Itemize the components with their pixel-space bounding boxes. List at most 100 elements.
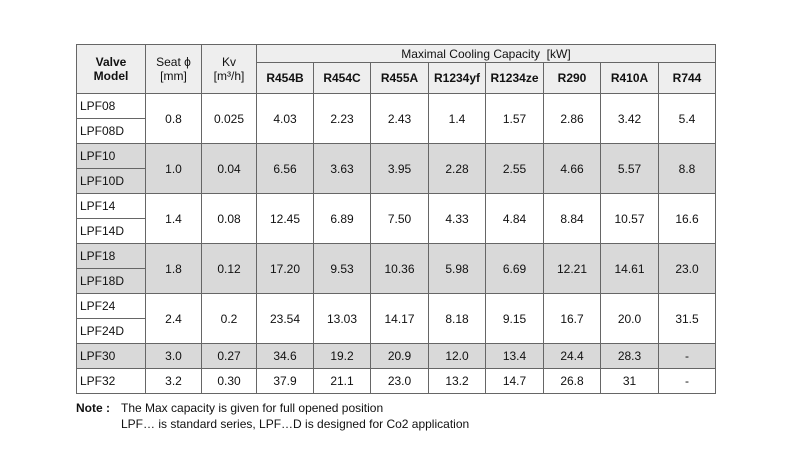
value-cell: 5.98 xyxy=(428,243,486,294)
table-row: LPF18 1.8 0.12 17.20 9.53 10.36 5.98 6.69 12.21 1… xyxy=(76,243,716,294)
value-cell: - xyxy=(658,368,716,394)
value-cell: 7.50 xyxy=(370,193,429,244)
value-cell: 0.08 xyxy=(201,193,257,244)
value-cell: 31.5 xyxy=(658,293,716,344)
model-cell: LPF10 xyxy=(76,143,146,169)
value-cell: 13.03 xyxy=(313,293,371,344)
model-cell: LPF24D xyxy=(76,318,146,344)
value-cell: 1.0 xyxy=(145,143,202,194)
header-row: Valve Model Seat ϕ [mm] Kv [m³/h] Maximal Cool… xyxy=(76,44,716,94)
table-row: LPF14 1.4 0.08 12.45 6.89 7.50 4.33 4.84 8.84 10.… xyxy=(76,193,716,244)
value-cell: 9.15 xyxy=(485,293,544,344)
value-cell: 17.20 xyxy=(256,243,314,294)
value-cell: 9.53 xyxy=(313,243,371,294)
value-cell: 24.4 xyxy=(543,343,601,369)
value-cell: 1.57 xyxy=(485,93,544,144)
model-cell: LPF24 xyxy=(76,293,146,319)
value-cell: 26.8 xyxy=(543,368,601,394)
value-cell: 0.8 xyxy=(145,93,202,144)
note-line: LPF… is standard series, LPF…D is design… xyxy=(121,417,470,431)
value-cell: 2.28 xyxy=(428,143,486,194)
value-cell: 20.9 xyxy=(370,343,429,369)
value-cell: 1.8 xyxy=(145,243,202,294)
value-cell: 19.2 xyxy=(313,343,371,369)
header-cell: R410A xyxy=(600,62,659,94)
value-cell: 3.63 xyxy=(313,143,371,194)
header-cell: R290 xyxy=(543,62,601,94)
table-row: LPF10D xyxy=(76,168,716,194)
table-row: LPF30 3.0 0.27 34.6 19.2 20.9 12.0 13.4 24.4 28.3… xyxy=(76,343,716,369)
value-cell: 2.55 xyxy=(485,143,544,194)
value-cell: 10.57 xyxy=(600,193,659,244)
value-cell: 4.84 xyxy=(485,193,544,244)
header-cell: R1234ze xyxy=(485,62,544,94)
value-cell: 3.42 xyxy=(600,93,659,144)
header-cell: R1234yf xyxy=(428,62,486,94)
header-cell: R744 xyxy=(658,62,716,94)
table-row: LPF10 1.0 0.04 6.56 3.63 3.95 2.28 2.55 4.66 5.57… xyxy=(76,143,716,194)
value-cell: 16.7 xyxy=(543,293,601,344)
model-cell: LPF14D xyxy=(76,218,146,244)
value-cell: 4.66 xyxy=(543,143,601,194)
value-cell: 21.1 xyxy=(313,368,371,394)
value-cell: 12.0 xyxy=(428,343,486,369)
value-cell: 4.33 xyxy=(428,193,486,244)
value-cell: 12.21 xyxy=(543,243,601,294)
model-cell: LPF18D xyxy=(76,268,146,294)
header-text: [mm] xyxy=(160,69,187,83)
value-cell: 0.12 xyxy=(201,243,257,294)
model-cell: LPF10D xyxy=(76,168,146,194)
header-cell: R454B xyxy=(256,62,314,94)
header-text: Seat ϕ xyxy=(156,55,191,69)
note-line: The Max capacity is given for full opene… xyxy=(121,401,384,415)
value-cell: 23.0 xyxy=(658,243,716,294)
note-label: Note : xyxy=(76,401,110,415)
value-cell: 0.04 xyxy=(201,143,257,194)
header-cell: R455A xyxy=(370,62,429,94)
value-cell: 0.30 xyxy=(201,368,257,394)
value-cell: 13.4 xyxy=(485,343,544,369)
value-cell: 23.54 xyxy=(256,293,314,344)
header-row: R454B R454C R455A R1234yf R1234ze R290 R410A R7… xyxy=(77,62,716,94)
value-cell: 23.0 xyxy=(370,368,429,394)
value-cell: 28.3 xyxy=(600,343,659,369)
header-cell: Seat ϕ [mm] xyxy=(145,44,202,94)
header-text: Kv xyxy=(221,55,236,69)
value-cell: 3.95 xyxy=(370,143,429,194)
value-cell: 20.0 xyxy=(600,293,659,344)
value-cell: 1.4 xyxy=(145,193,202,244)
model-cell: LPF14 xyxy=(76,193,146,219)
value-cell: 0.2 xyxy=(201,293,257,344)
table-row: LPF32 3.2 0.30 37.9 21.1 23.0 13.2 14.7 26.8 31- xyxy=(76,368,716,394)
model-cell: LPF08D xyxy=(76,118,146,144)
value-cell: 8.8 xyxy=(658,143,716,194)
value-cell: 6.69 xyxy=(485,243,544,294)
value-cell: 6.56 xyxy=(256,143,314,194)
value-cell: 6.89 xyxy=(313,193,371,244)
value-cell: 12.45 xyxy=(256,193,314,244)
header-group: Maximal Cooling Capacity [kW] xyxy=(256,44,716,63)
value-cell: 3.0 xyxy=(145,343,202,369)
value-cell: 2.4 xyxy=(145,293,202,344)
model-cell: LPF32 xyxy=(76,368,146,394)
value-cell: 13.2 xyxy=(428,368,486,394)
value-cell: 10.36 xyxy=(370,243,429,294)
value-cell: 4.03 xyxy=(256,93,314,144)
header-text: [m³/h] xyxy=(213,69,245,83)
value-cell: - xyxy=(658,343,716,369)
header-cell: Valve Model xyxy=(76,44,146,94)
value-cell: 16.6 xyxy=(658,193,716,244)
table-row: LPF18D xyxy=(76,268,716,294)
header-cell: R454C xyxy=(313,62,371,94)
header-text: Model xyxy=(93,69,129,83)
model-cell: LPF08 xyxy=(76,93,146,119)
value-cell: 8.18 xyxy=(428,293,486,344)
value-cell: 14.17 xyxy=(370,293,429,344)
model-cell: LPF30 xyxy=(76,343,146,369)
note: Note : The Max capacity is given for full… xyxy=(76,401,469,433)
header-text: Valve xyxy=(95,55,127,69)
header-cell: Kv [m³/h] xyxy=(201,44,257,94)
table-row: LPF08 0.8 0.025 4.03 2.23 2.43 1.4 1.57 2.86 3.42… xyxy=(76,93,716,144)
value-cell: 5.57 xyxy=(600,143,659,194)
